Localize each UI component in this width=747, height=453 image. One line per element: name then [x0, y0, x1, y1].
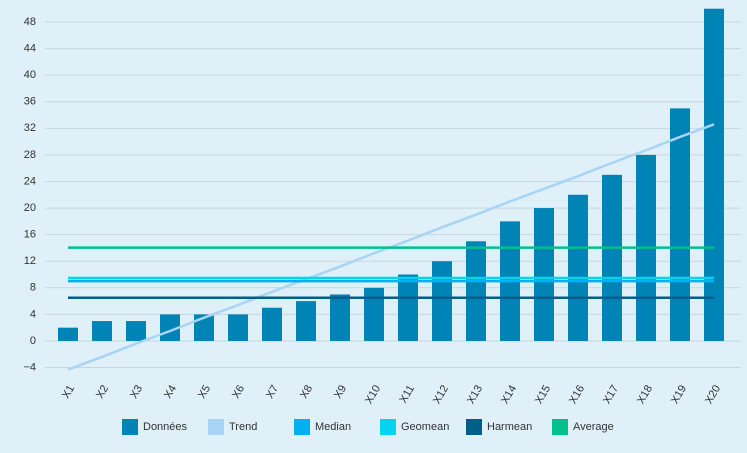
x-tick-label: X17	[601, 383, 621, 406]
bar	[92, 321, 112, 341]
x-tick-label: X5	[196, 383, 213, 401]
x-tick-label: X3	[128, 383, 145, 401]
y-tick-label: 4	[30, 308, 36, 320]
bar	[228, 314, 248, 341]
legend-label: Données	[143, 421, 188, 433]
legend-label: Harmean	[487, 421, 532, 433]
y-tick-label: 36	[24, 96, 36, 108]
legend-swatch	[466, 419, 482, 435]
x-tick-label: X19	[669, 383, 689, 406]
y-tick-label: 24	[24, 175, 36, 187]
x-tick-label: X6	[230, 383, 247, 401]
x-tick-label: X15	[533, 383, 553, 406]
y-tick-label: 0	[30, 335, 36, 347]
y-tick-label: 12	[24, 255, 36, 267]
bar	[296, 301, 316, 341]
legend-swatch	[208, 419, 224, 435]
x-tick-label: X20	[703, 383, 723, 406]
bar	[670, 108, 690, 341]
legend-label: Trend	[229, 421, 257, 433]
y-tick-label: 20	[24, 202, 36, 214]
x-tick-label: X14	[499, 383, 519, 406]
x-tick-label: X13	[465, 383, 485, 406]
bar	[534, 208, 554, 341]
legend-swatch	[294, 419, 310, 435]
x-tick-label: X1	[60, 383, 77, 401]
bar	[194, 314, 214, 341]
bar	[602, 174, 622, 341]
bar	[398, 274, 418, 341]
y-tick-label: 28	[24, 149, 36, 161]
x-tick-label: X9	[332, 383, 349, 401]
y-tick-label: 16	[24, 229, 36, 241]
legend-label: Median	[315, 421, 351, 433]
legend-label: Geomean	[401, 421, 449, 433]
x-tick-label: X8	[298, 383, 315, 401]
bar	[126, 321, 146, 341]
legend-swatch	[380, 419, 396, 435]
x-tick-label: X11	[397, 383, 417, 405]
legend-swatch	[552, 419, 568, 435]
y-tick-label: 40	[24, 69, 36, 81]
y-tick-label: 48	[24, 16, 36, 28]
x-tick-label: X12	[431, 383, 451, 406]
y-tick-label: 32	[24, 122, 36, 134]
x-tick-label: X7	[264, 383, 281, 401]
bar	[466, 241, 486, 341]
x-tick-label: X16	[567, 383, 587, 406]
x-tick-label: X2	[94, 383, 111, 401]
bar	[568, 194, 588, 341]
bar	[704, 8, 724, 341]
legend-label: Average	[573, 421, 614, 433]
bar	[262, 307, 282, 341]
bar	[330, 294, 350, 341]
bar	[58, 327, 78, 341]
y-tick-label: 8	[30, 282, 36, 294]
legend-swatch	[122, 419, 138, 435]
x-tick-label: X18	[635, 383, 655, 406]
bar	[160, 314, 180, 341]
y-tick-label: 44	[24, 42, 36, 54]
x-tick-label: X10	[363, 383, 383, 406]
x-tick-label: X4	[162, 383, 179, 401]
bar	[364, 287, 384, 341]
y-tick-label: −4	[23, 361, 36, 373]
bar	[432, 261, 452, 341]
